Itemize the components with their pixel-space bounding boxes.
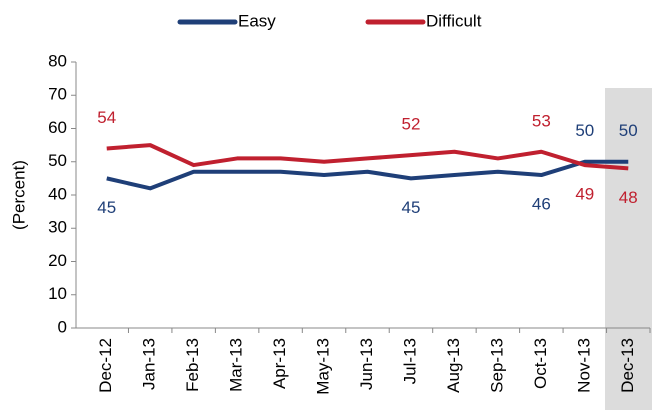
x-tick-label: Feb-13 [183, 338, 202, 392]
y-tick-label: 30 [48, 218, 67, 237]
series-line [106, 143, 629, 171]
highlight-band [605, 88, 652, 410]
y-tick-label: 80 [48, 51, 67, 70]
y-tick-label: 40 [48, 184, 67, 203]
y-axis-label: (Percent) [9, 160, 28, 230]
data-label: 46 [532, 195, 551, 214]
x-tick-label: Apr-13 [270, 338, 289, 389]
data-label: 50 [575, 121, 594, 140]
x-tick-label: Aug-13 [444, 338, 463, 393]
x-tick-label: Sep-13 [487, 338, 506, 393]
x-tick-label: Dec-13 [618, 338, 637, 393]
data-label: 45 [97, 198, 116, 217]
data-label: 53 [532, 111, 551, 130]
y-tick-label: 20 [48, 251, 67, 270]
y-tick-label: 10 [48, 284, 67, 303]
x-tick-label: May-13 [314, 338, 333, 395]
x-tick-label: Dec-12 [96, 338, 115, 393]
data-label: 50 [619, 121, 638, 140]
x-tick-label: Nov-13 [574, 338, 593, 393]
legend-label: Easy [238, 11, 276, 30]
data-label: 54 [97, 108, 116, 127]
y-tick-label: 0 [58, 317, 67, 336]
series-line [106, 159, 629, 191]
y-tick-label: 60 [48, 118, 67, 137]
data-label: 45 [402, 198, 421, 217]
data-label: 49 [575, 185, 594, 204]
x-tick-label: Jun-13 [357, 338, 376, 390]
y-tick-label: 70 [48, 85, 67, 104]
x-tick-label: Jan-13 [140, 338, 159, 390]
x-tick-label: Jul-13 [400, 338, 419, 384]
legend-label: Difficult [426, 11, 482, 30]
data-label: 48 [619, 188, 638, 207]
y-tick-label: 50 [48, 151, 67, 170]
x-tick-label: Mar-13 [227, 338, 246, 392]
x-tick-label: Oct-13 [531, 338, 550, 389]
data-label: 52 [402, 115, 421, 134]
